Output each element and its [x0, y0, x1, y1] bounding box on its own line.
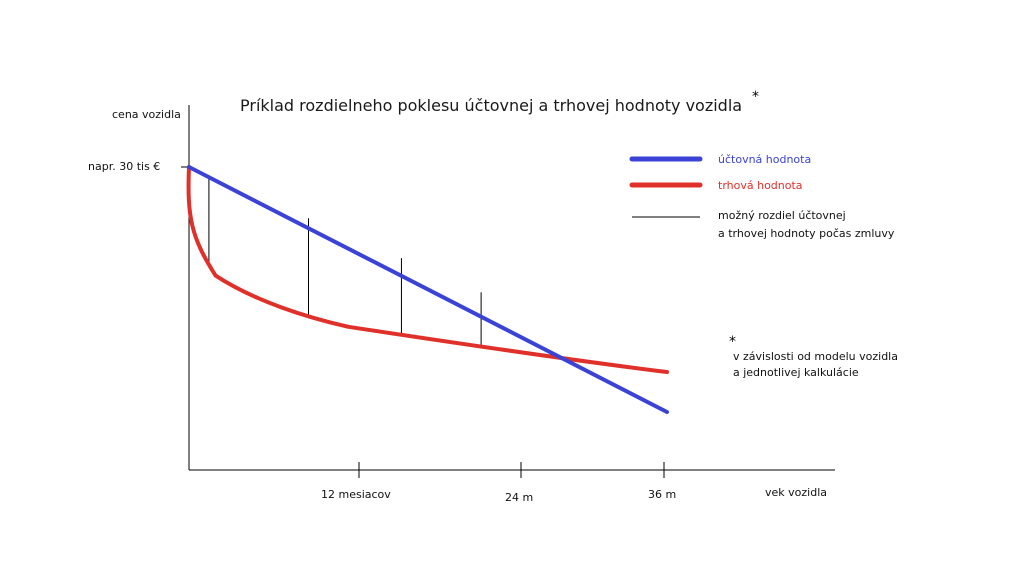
x-tick-label-36: 36 m — [648, 488, 676, 501]
y-axis-label: cena vozidla — [112, 108, 181, 121]
legend-red-label: trhová hodnota — [718, 179, 803, 192]
legend-diff-label-2: a trhovej hodnoty počas zmluvy — [718, 227, 895, 240]
legend-diff-label-1: možný rozdiel účtovnej — [718, 209, 846, 222]
chart-title: Príklad rozdielneho poklesu účtovnej a t… — [240, 96, 742, 115]
series-market-value-line — [186, 165, 669, 375]
x-tick-label-24: 24 m — [505, 491, 533, 504]
y-tick-label: napr. 30 tis € — [88, 160, 160, 173]
note-line-2: a jednotlivej kalkulácie — [733, 366, 859, 379]
note-star: * — [729, 334, 736, 350]
title-footnote-star: * — [752, 89, 759, 105]
legend-blue-label: účtovná hodnota — [718, 153, 811, 166]
chart-marks — [186, 165, 669, 415]
note-line-1: v závislosti od modelu vozidla — [733, 350, 898, 363]
x-tick-label-12: 12 mesiacov — [321, 488, 391, 501]
series-accounting-value-line — [187, 165, 669, 415]
x-axis-label: vek vozidla — [765, 486, 827, 499]
